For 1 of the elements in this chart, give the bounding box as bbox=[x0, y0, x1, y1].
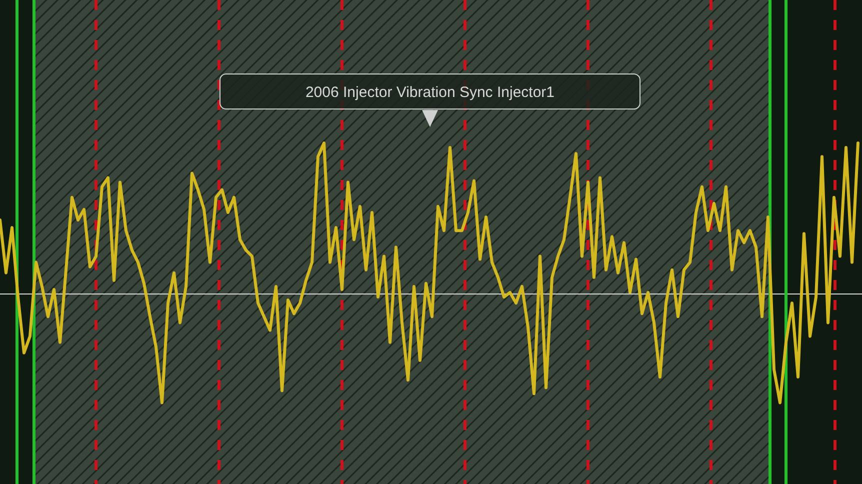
text: 2006 Injector Vibration Sync Injector1 bbox=[305, 84, 555, 101]
